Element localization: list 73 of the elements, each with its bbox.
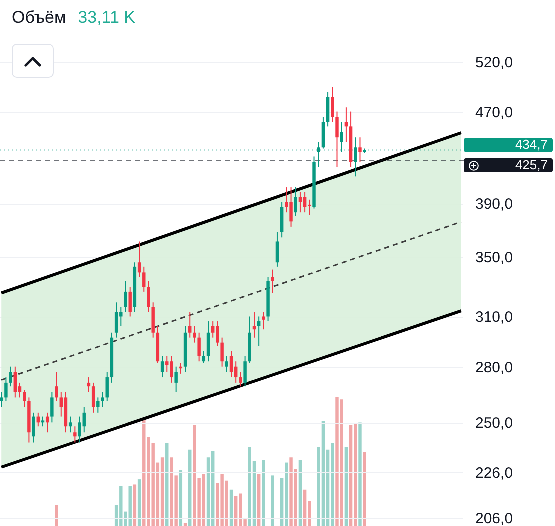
ref-line-label: 425,7 <box>515 158 548 173</box>
candlestick <box>317 142 320 168</box>
candlestick <box>276 232 280 268</box>
candlestick <box>142 266 146 292</box>
candlestick <box>22 390 26 408</box>
bar <box>271 476 274 526</box>
bar <box>166 443 169 526</box>
candlestick <box>101 392 104 408</box>
candlestick <box>147 280 150 312</box>
ref-line-label: 434,7 <box>515 137 548 152</box>
candlestick <box>193 326 196 344</box>
bar <box>344 447 348 526</box>
bar <box>363 452 366 526</box>
candlestick <box>331 86 334 123</box>
y-tick-label: 280,0 <box>476 359 514 376</box>
candlestick <box>138 241 142 278</box>
bar <box>55 505 58 526</box>
candlestick <box>92 382 96 414</box>
candlestick <box>50 392 54 424</box>
candlestick <box>271 269 274 294</box>
bar <box>160 458 164 526</box>
candlestick <box>294 187 298 217</box>
candlestick <box>74 426 77 444</box>
candlestick <box>106 372 109 402</box>
bar <box>133 484 137 526</box>
candlestick <box>239 372 242 388</box>
chart-title: Объём <box>12 8 66 27</box>
candlestick <box>220 337 224 368</box>
y-tick-label: 206,0 <box>476 510 514 526</box>
bar <box>358 422 362 526</box>
y-tick-label: 350,0 <box>476 249 514 266</box>
bar <box>138 480 142 526</box>
candlestick <box>206 321 210 362</box>
candlestick <box>298 192 302 214</box>
candlestick <box>9 366 12 388</box>
candlestick <box>68 416 72 434</box>
bar <box>184 523 188 526</box>
candlestick <box>124 280 128 312</box>
candlestick <box>4 377 8 402</box>
candlestick <box>198 332 201 362</box>
y-tick-label: 310,0 <box>476 309 514 326</box>
candlestick <box>14 366 18 398</box>
y-tick-label: 250,0 <box>476 415 514 432</box>
candlestick <box>96 397 100 414</box>
bar <box>257 474 261 526</box>
candlestick <box>32 412 36 444</box>
bar <box>188 450 192 526</box>
candlestick <box>174 366 178 393</box>
y-tick-label: 390,0 <box>476 196 514 214</box>
y-tick-label: 520,0 <box>476 54 514 72</box>
bar <box>298 460 302 526</box>
y-tick-label: 470,0 <box>476 104 514 122</box>
candlestick <box>358 137 362 164</box>
candlestick <box>340 122 344 153</box>
candlestick <box>230 350 234 378</box>
candlestick <box>202 350 206 364</box>
candlestick <box>262 311 266 330</box>
candlestick <box>160 356 164 378</box>
candlestick <box>55 372 58 402</box>
candlestick <box>244 356 247 388</box>
y-tick-label: 226,0 <box>476 464 514 482</box>
candlestick <box>188 311 192 338</box>
candlestick <box>128 286 132 318</box>
candlestick <box>257 316 261 347</box>
bar <box>179 470 183 526</box>
candlestick <box>0 392 4 408</box>
candlestick <box>41 416 45 428</box>
text: 33,11 K <box>78 8 136 27</box>
candlestick <box>225 356 229 373</box>
bar <box>230 490 234 526</box>
bar <box>262 460 266 526</box>
candlestick <box>354 137 358 178</box>
candlestick <box>336 111 339 168</box>
